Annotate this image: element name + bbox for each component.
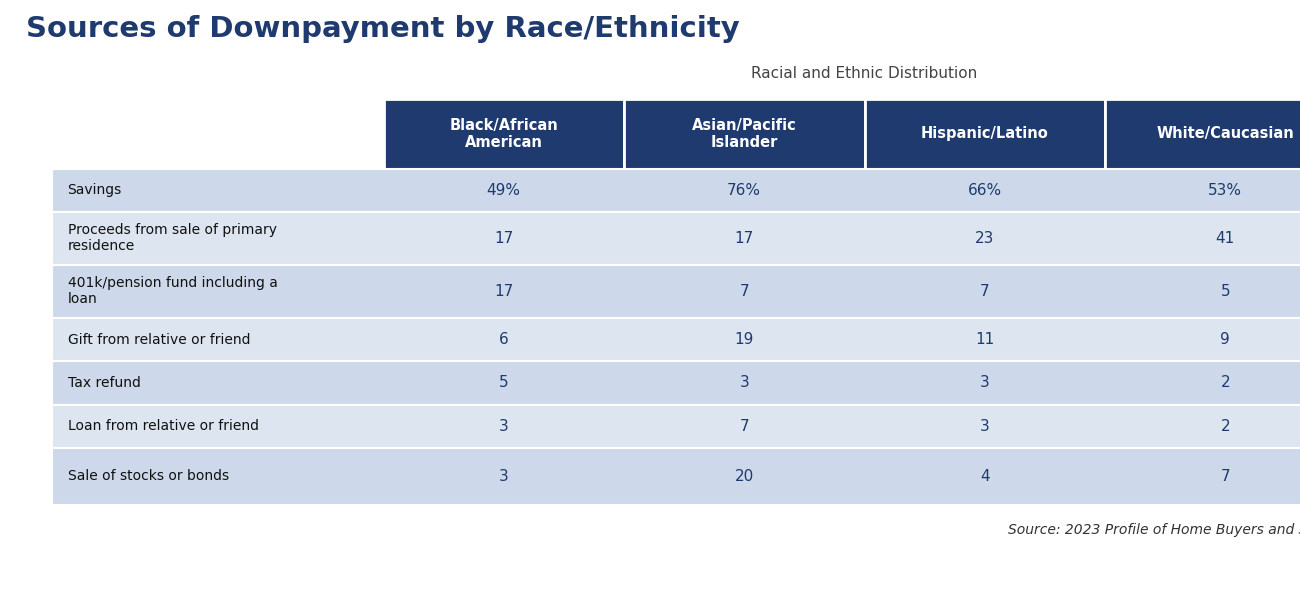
Text: 7: 7 xyxy=(740,419,749,433)
Text: Hispanic/Latino: Hispanic/Latino xyxy=(920,126,1049,141)
Text: 53%: 53% xyxy=(1208,183,1243,197)
FancyBboxPatch shape xyxy=(52,318,1300,361)
Text: Source: 2023 Profile of Home Buyers and Sellers: Source: 2023 Profile of Home Buyers and … xyxy=(1009,523,1300,537)
Text: 3: 3 xyxy=(499,469,508,484)
Text: 4: 4 xyxy=(980,469,989,484)
FancyBboxPatch shape xyxy=(52,169,1300,212)
Text: 66%: 66% xyxy=(967,183,1002,197)
Text: Gift from relative or friend: Gift from relative or friend xyxy=(68,332,250,347)
FancyBboxPatch shape xyxy=(624,99,864,169)
Text: Sale of stocks or bonds: Sale of stocks or bonds xyxy=(68,470,229,483)
FancyBboxPatch shape xyxy=(52,448,1300,505)
Text: Black/African
American: Black/African American xyxy=(450,118,558,150)
Text: Proceeds from sale of primary
residence: Proceeds from sale of primary residence xyxy=(68,223,277,253)
Text: 20: 20 xyxy=(734,469,754,484)
Text: Loan from relative or friend: Loan from relative or friend xyxy=(68,419,259,433)
Text: 3: 3 xyxy=(499,419,508,433)
Text: 7: 7 xyxy=(1221,469,1230,484)
Text: 6: 6 xyxy=(499,332,508,347)
FancyBboxPatch shape xyxy=(52,212,1300,265)
FancyBboxPatch shape xyxy=(864,99,1105,169)
Text: 2: 2 xyxy=(1221,376,1230,390)
FancyBboxPatch shape xyxy=(52,361,1300,405)
Text: 23: 23 xyxy=(975,231,994,246)
Text: 76%: 76% xyxy=(727,183,762,197)
Text: 17: 17 xyxy=(494,284,514,299)
Text: White/Caucasian: White/Caucasian xyxy=(1157,126,1294,141)
Text: 3: 3 xyxy=(980,419,989,433)
Text: 5: 5 xyxy=(1221,284,1230,299)
Text: 7: 7 xyxy=(980,284,989,299)
Text: 5: 5 xyxy=(499,376,508,390)
Text: 9: 9 xyxy=(1221,332,1230,347)
Text: Tax refund: Tax refund xyxy=(68,376,140,390)
Text: 401k/pension fund including a
loan: 401k/pension fund including a loan xyxy=(68,276,277,306)
Text: Asian/Pacific
Islander: Asian/Pacific Islander xyxy=(692,118,797,150)
FancyBboxPatch shape xyxy=(1105,99,1300,169)
FancyBboxPatch shape xyxy=(52,265,1300,318)
Text: 49%: 49% xyxy=(486,183,521,197)
Text: 3: 3 xyxy=(740,376,749,390)
FancyBboxPatch shape xyxy=(384,99,624,169)
Text: Savings: Savings xyxy=(68,183,122,197)
FancyBboxPatch shape xyxy=(52,405,1300,448)
Text: 19: 19 xyxy=(734,332,754,347)
Text: 41: 41 xyxy=(1216,231,1235,246)
Text: Sources of Downpayment by Race/Ethnicity: Sources of Downpayment by Race/Ethnicity xyxy=(26,15,740,43)
Text: 2: 2 xyxy=(1221,419,1230,433)
Text: 17: 17 xyxy=(734,231,754,246)
Text: 7: 7 xyxy=(740,284,749,299)
Text: 11: 11 xyxy=(975,332,994,347)
Text: 17: 17 xyxy=(494,231,514,246)
Text: 3: 3 xyxy=(980,376,989,390)
Text: Racial and Ethnic Distribution: Racial and Ethnic Distribution xyxy=(751,66,978,81)
